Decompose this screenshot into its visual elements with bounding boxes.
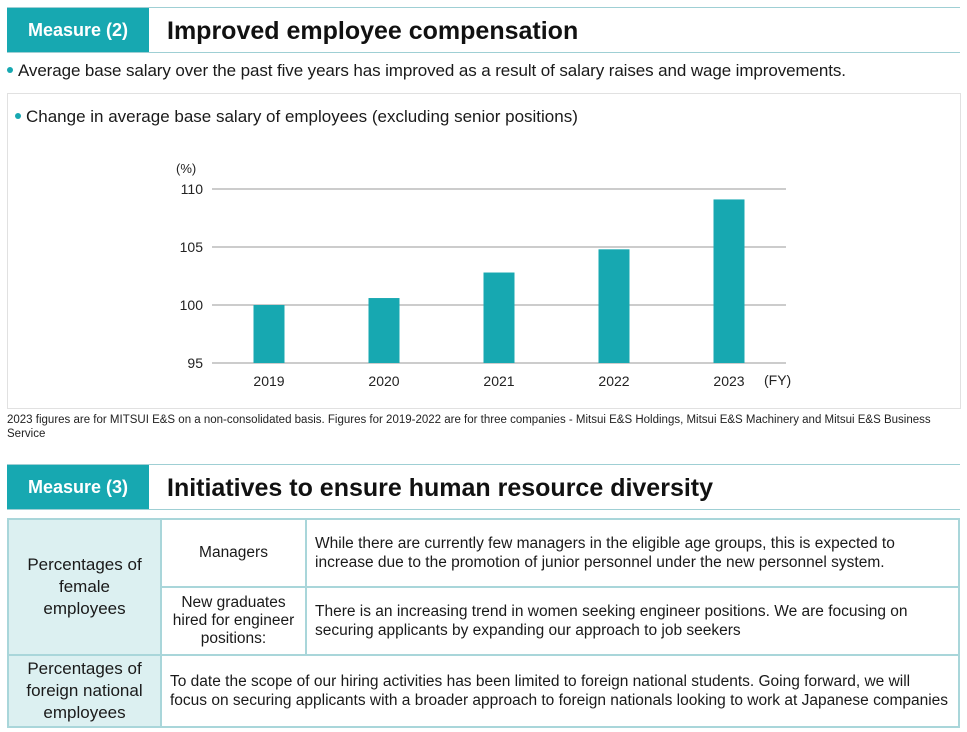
y-axis-unit: (%) <box>176 161 196 176</box>
chart-title: Change in average base salary of employe… <box>15 107 578 127</box>
x-tick-label: 2022 <box>598 373 629 389</box>
y-tick-label: 110 <box>181 181 204 197</box>
y-tick-label: 100 <box>180 297 204 313</box>
female-category-cell: Percentages of female employees <box>7 518 162 656</box>
diversity-table: Percentages of female employees Managers… <box>7 518 960 728</box>
measure-2-title: Improved employee compensation <box>167 17 579 45</box>
table-row: Percentages of female employees Managers… <box>7 518 960 656</box>
bar-2019 <box>253 305 285 363</box>
bar-2020 <box>368 298 400 363</box>
managers-label-cell: Managers <box>160 518 307 588</box>
x-tick-label: 2020 <box>368 373 399 389</box>
x-tick-label: 2019 <box>253 373 284 389</box>
measure-3-title: Initiatives to ensure human resource div… <box>167 474 714 502</box>
measure-2-bullet: Average base salary over the past five y… <box>7 61 846 81</box>
measure-2-bullet-text: Average base salary over the past five y… <box>18 61 846 80</box>
x-axis-unit: (FY) <box>764 372 791 388</box>
y-tick-label: 95 <box>187 355 203 371</box>
managers-text-cell: While there are currently few managers i… <box>305 518 960 588</box>
measure-3-badge: Measure (3) <box>7 465 149 509</box>
foreign-category-cell: Percentages of foreign national employee… <box>7 654 162 728</box>
bar-2022 <box>598 249 630 363</box>
measure-2-badge: Measure (2) <box>7 8 149 52</box>
graduates-text-cell: There is an increasing trend in women se… <box>305 586 960 656</box>
table-row: New graduates hired for engineer positio… <box>8 586 960 656</box>
bullet-dot-icon <box>15 112 21 119</box>
bar-2021 <box>483 272 515 363</box>
bar-2023 <box>713 199 745 363</box>
table-row: Percentages of foreign national employee… <box>7 654 960 728</box>
chart-footnote: 2023 figures are for MITSUI E&S on a non… <box>7 414 931 440</box>
x-tick-label: 2023 <box>713 373 744 389</box>
chart-panel: Change in average base salary of employe… <box>7 93 961 409</box>
y-tick-label: 105 <box>180 239 204 255</box>
measure-3-header: Measure (3) Initiatives to ensure human … <box>7 464 960 510</box>
chart-title-text: Change in average base salary of employe… <box>26 107 578 126</box>
x-tick-label: 2021 <box>483 373 514 389</box>
measure-2-header: Measure (2) Improved employee compensati… <box>7 7 960 53</box>
salary-bar-chart: 110 105 100 95 (%) 2019 2020 2021 2022 2023 (FY) <box>176 161 791 389</box>
foreign-text-cell: To date the scope of our hiring activiti… <box>160 654 960 728</box>
bullet-dot-icon <box>7 66 13 73</box>
graduates-label-cell: New graduates hired for engineer positio… <box>160 586 307 656</box>
